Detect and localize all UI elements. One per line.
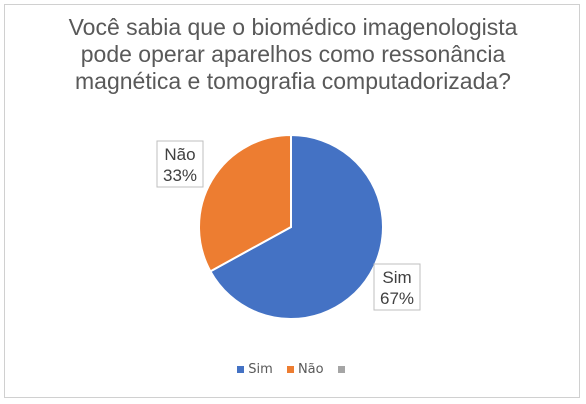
pie-slice-sim bbox=[209, 133, 384, 320]
legend-item-empty bbox=[337, 366, 349, 373]
legend-label-sim: Sim bbox=[248, 362, 273, 377]
legend-item-sim: Sim bbox=[237, 362, 273, 377]
chart-title-line-1: Você sabia que o biomédico imagenologist… bbox=[68, 14, 518, 40]
legend: Sim Não bbox=[0, 362, 586, 377]
legend-item-nao: Não bbox=[286, 362, 324, 377]
data-label-category: Não bbox=[164, 145, 195, 164]
legend-swatch-sim bbox=[237, 366, 245, 373]
data-label-box bbox=[373, 263, 421, 311]
data-label-box bbox=[156, 140, 204, 188]
legend-swatch-nao bbox=[286, 366, 294, 373]
chart-title-line-3: magnética e tomografia computadorizada? bbox=[75, 68, 511, 94]
data-label-percent: 33% bbox=[163, 166, 197, 185]
data-label-sim: Sim 67% bbox=[373, 263, 421, 311]
data-label-nao: Não 33% bbox=[156, 140, 204, 188]
data-label-category: Sim bbox=[382, 268, 411, 287]
legend-swatch-empty bbox=[337, 366, 345, 373]
chart-title-line-2: pode operar aparelhos como ressonância bbox=[80, 41, 506, 67]
pie-slice-nao bbox=[198, 133, 292, 273]
chart-title: Você sabia que o biomédico imagenologist… bbox=[0, 14, 586, 95]
legend-label-nao: Não bbox=[297, 362, 324, 377]
data-label-percent: 67% bbox=[380, 289, 414, 308]
